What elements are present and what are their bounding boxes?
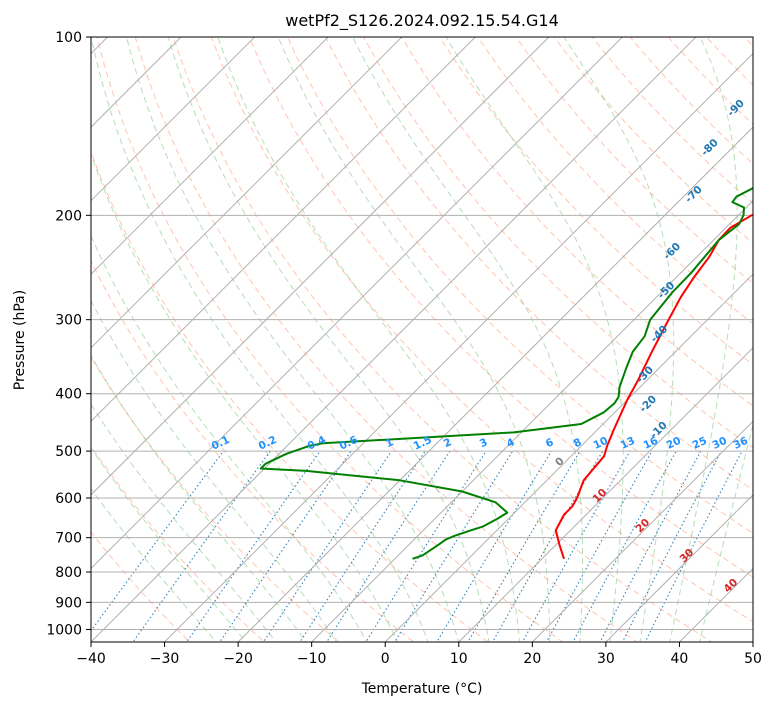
mixing-ratio-label: 3 (478, 436, 490, 450)
mixing-ratio-label: 8 (572, 436, 584, 450)
y-tick-label: 600 (55, 491, 82, 507)
x-tick-label: 50 (744, 651, 762, 667)
moist-adiabat-line (91, 354, 307, 642)
dry-adiabat-line (401, 37, 753, 407)
moist-adiabat-line (277, 37, 551, 642)
dry-adiabat-line (91, 259, 415, 642)
mixing-ratio-line (467, 450, 581, 642)
moist-adiabat-line (445, 37, 624, 642)
isotherm-gridline (91, 37, 256, 202)
mixing-ratio-line (545, 450, 653, 642)
x-axis: −40 −30 −20 −10 0 10 20 30 40 50 (76, 642, 762, 667)
profile-curves (259, 187, 753, 560)
y-tick-label: 100 (55, 30, 82, 46)
mixing-ratio-label: 25 (691, 435, 709, 452)
dry-adiabat-line (756, 10, 775, 654)
isotherm-gridline (91, 37, 697, 642)
mixing-ratio-label: 30 (711, 435, 729, 452)
mixing-ratio-line (132, 450, 271, 642)
y-tick-label: 300 (55, 313, 82, 329)
y-axis-label: Pressure (hPa) (12, 290, 28, 390)
mixing-ratio-line (491, 450, 604, 642)
dry-adiabat-line (134, 37, 639, 642)
dry-adiabat-line (96, 37, 564, 642)
mixing-ratio-line (299, 450, 426, 642)
x-tick-label: 40 (671, 651, 689, 667)
y-tick-label: 700 (55, 531, 82, 547)
isotherm-gridline (605, 494, 753, 642)
isotherm-gridline (531, 420, 753, 642)
y-axis: 100 200 300 400 500 600 700 800 900 1000 (46, 30, 91, 638)
mixing-ratio-label: 2 (442, 436, 454, 450)
isotherm-gridline (384, 273, 753, 642)
mixing-ratio-label: 16 (642, 435, 660, 452)
isotherm-gridline (237, 126, 753, 642)
x-tick-label: −10 (297, 651, 327, 667)
moist-adiabat-line (352, 37, 583, 642)
dry-adiabat-line (324, 37, 753, 491)
x-tick-label: 20 (523, 651, 541, 667)
dry-adiabat-line (667, 37, 753, 126)
x-tick-label: −20 (223, 651, 253, 667)
dry-adiabat-line (91, 445, 266, 642)
isotherm-gridline (91, 37, 182, 128)
mixing-ratio-label: 20 (665, 435, 683, 452)
isotherm-gridline (91, 37, 329, 275)
moist-adiabat-line (217, 37, 520, 642)
dry-adiabat-line (172, 37, 713, 642)
y-tick-label: 500 (55, 444, 82, 460)
moist-adiabat-line (563, 37, 675, 642)
isotherm-gridline (91, 37, 477, 423)
isotherm-gridline (91, 37, 550, 496)
mixing-ratio-label: 36 (732, 435, 750, 452)
y-tick-label: 400 (55, 387, 82, 403)
x-tick-label: 10 (450, 651, 468, 667)
mixing-ratio-line (436, 450, 552, 642)
dry-adiabat-line (439, 37, 753, 366)
grid-lines (0, 10, 753, 654)
chart-title: wetPf2_S126.2024.092.15.54.G14 (285, 11, 559, 31)
mixing-ratio-label: 4 (505, 436, 517, 450)
y-tick-label: 1000 (46, 622, 82, 638)
x-tick-label: 30 (597, 651, 615, 667)
mixing-ratio-line (262, 450, 392, 642)
dry-adiabat-line (477, 37, 753, 325)
mixing-ratio-label: 6 (544, 436, 556, 450)
mixing-ratio-label: 13 (619, 435, 637, 452)
x-tick-label: 0 (381, 651, 390, 667)
dry-adiabat-line (629, 37, 753, 165)
dry-adiabat-line (248, 37, 753, 578)
x-tick-label: −40 (76, 651, 106, 667)
isotherm-gridline (91, 37, 624, 570)
y-tick-label: 200 (55, 208, 82, 224)
isotherm-gridline (0, 10, 61, 654)
moist-adiabat-line (91, 299, 338, 642)
isotherm-gridline (163, 52, 753, 642)
mixing-ratio-label: 1 (384, 436, 396, 450)
y-tick-label: 900 (55, 595, 82, 611)
mixing-ratio-line (185, 450, 321, 642)
dry-adiabat-line (91, 150, 489, 642)
x-axis-label: Temperature (°C) (361, 681, 483, 697)
mixing-ratio-line (644, 450, 743, 642)
moist-adiabat-line (669, 37, 738, 642)
dry-adiabat-line (210, 37, 753, 623)
temperature-line (554, 213, 753, 560)
plot-frame (90, 36, 754, 643)
y-tick-label: 800 (55, 565, 82, 581)
dewpoint-line (259, 187, 753, 560)
x-tick-label: −30 (150, 651, 180, 667)
mixing-ratio-line (219, 450, 352, 642)
dry-adiabat-line (286, 37, 753, 534)
isotherm-gridline (458, 347, 753, 642)
isotherm-gridline (310, 199, 753, 642)
mixing-ratio-label: 10 (592, 435, 610, 452)
isotherm-gridline (91, 37, 403, 349)
